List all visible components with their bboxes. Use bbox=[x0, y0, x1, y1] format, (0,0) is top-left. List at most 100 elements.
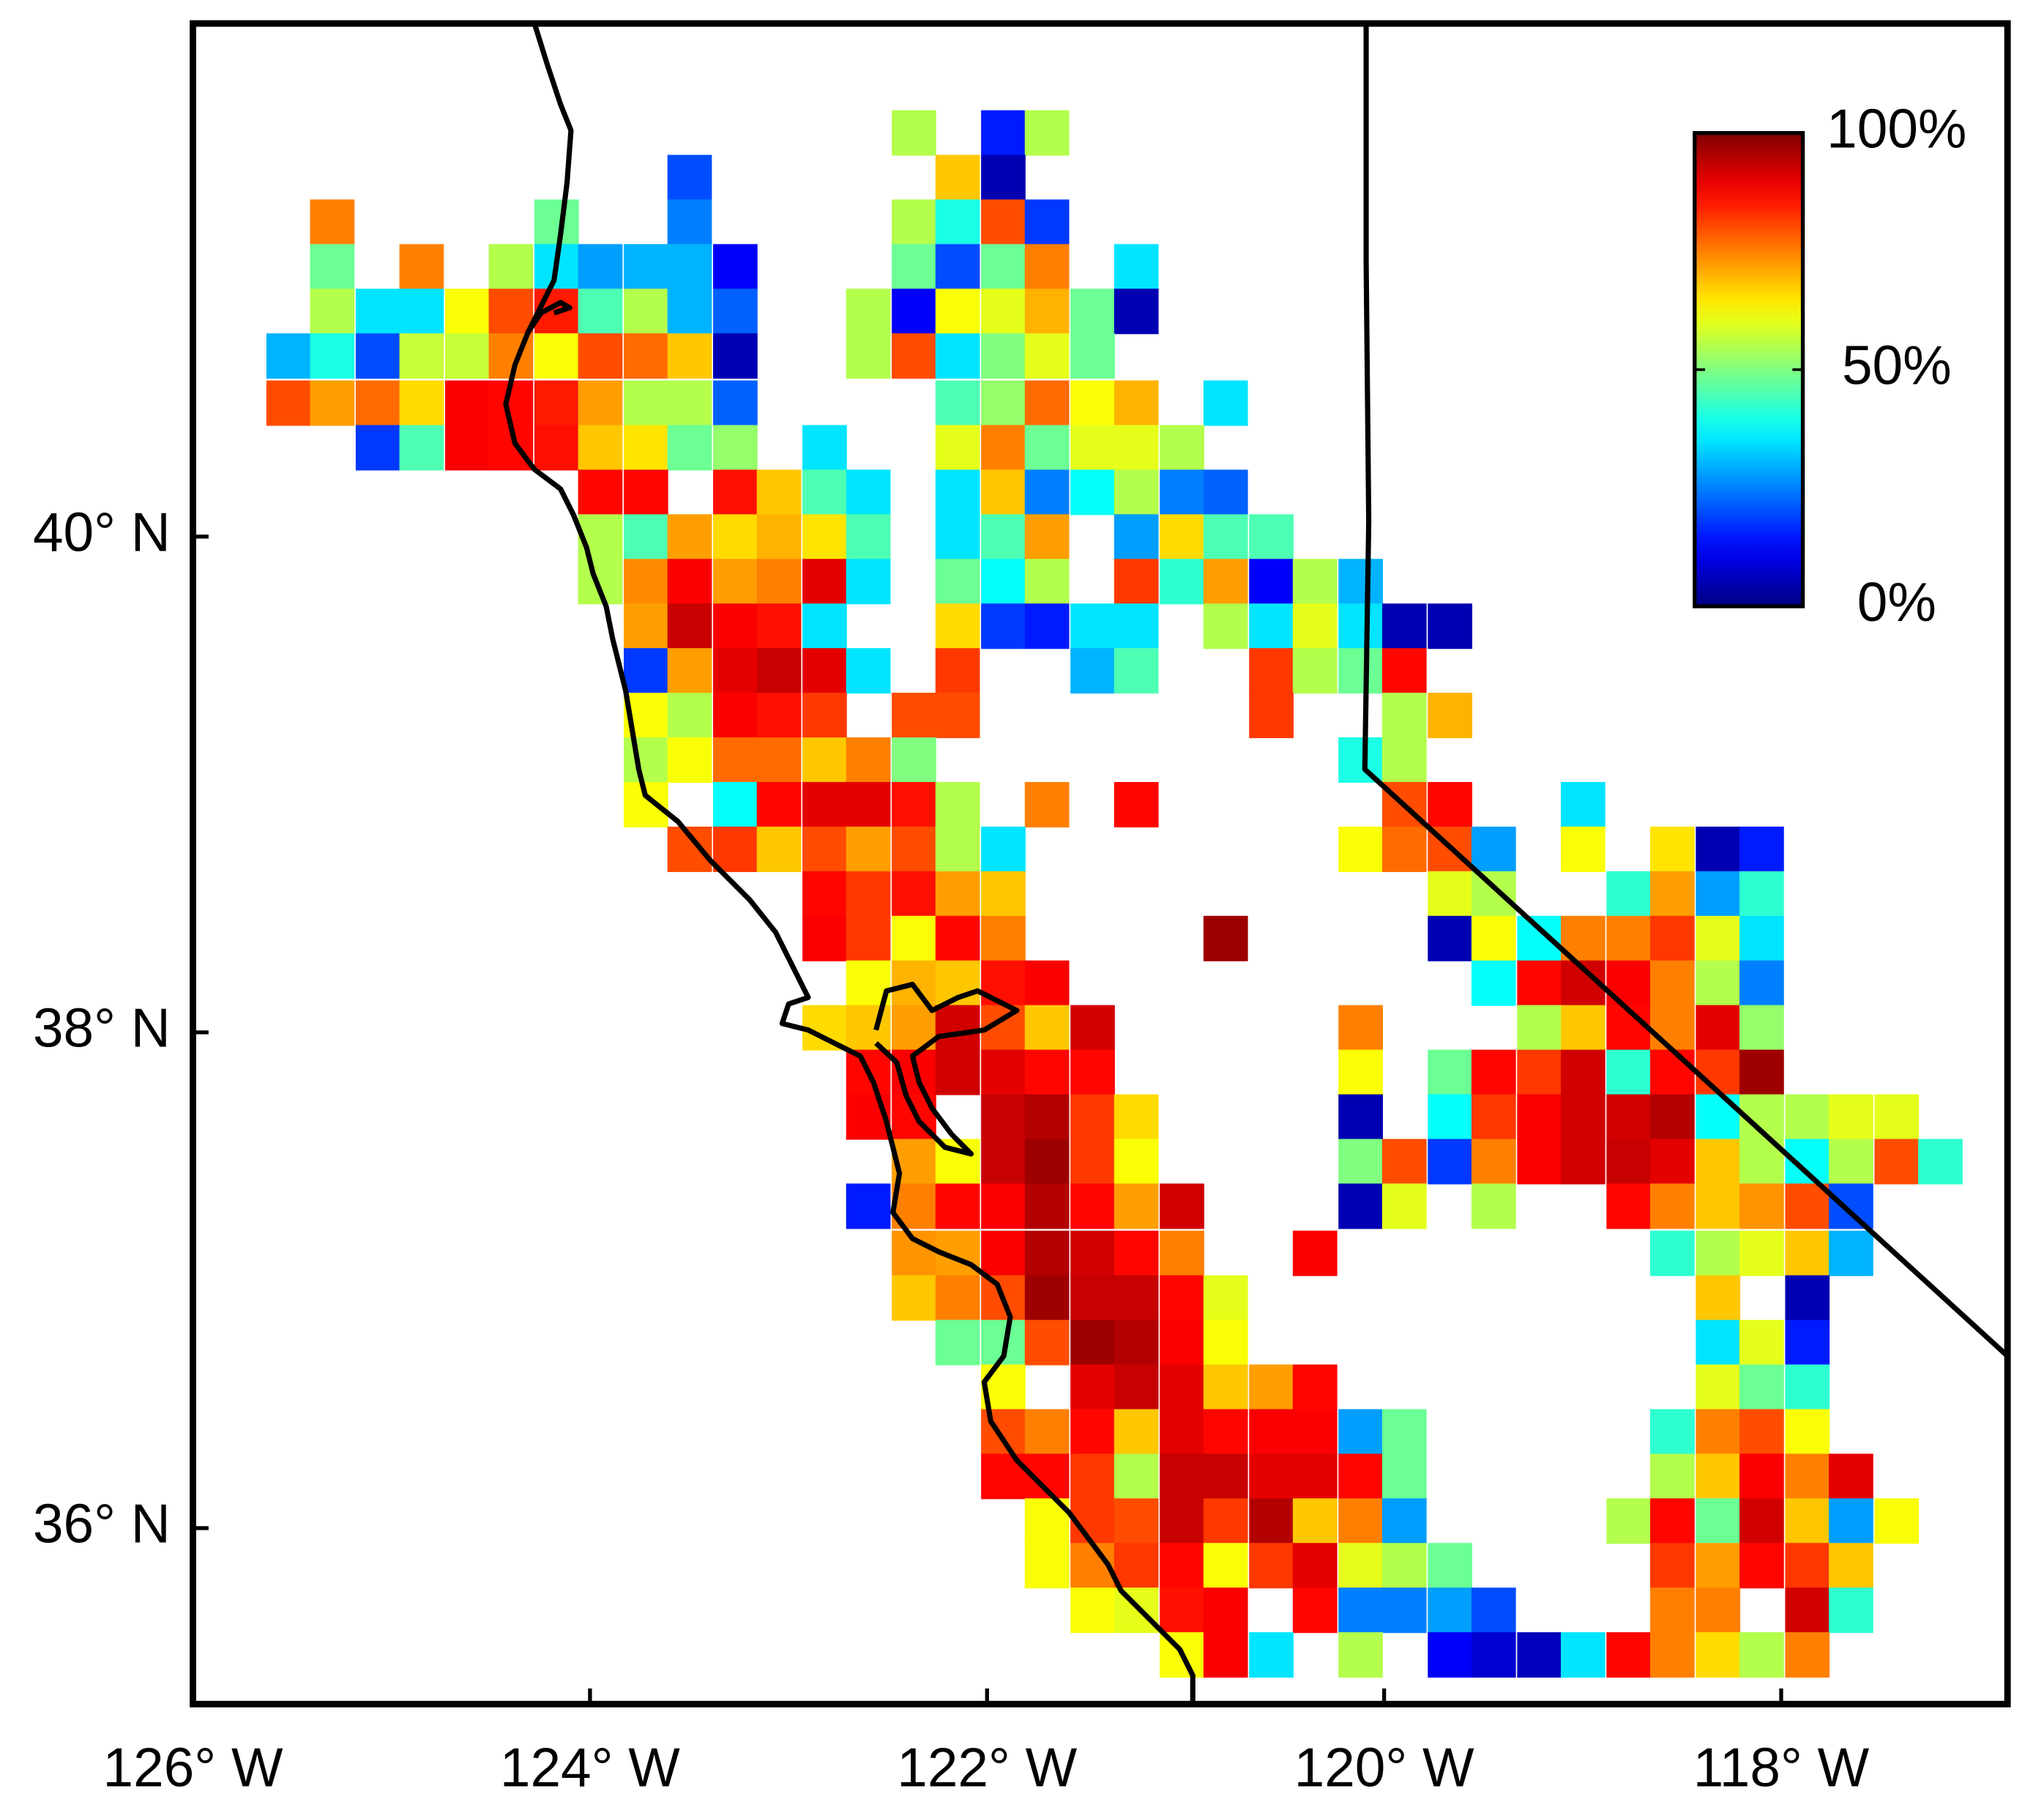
cell bbox=[935, 1319, 980, 1366]
cell bbox=[802, 469, 847, 515]
cell bbox=[1292, 1230, 1338, 1276]
cell bbox=[846, 1005, 891, 1051]
cell bbox=[1338, 648, 1383, 694]
cell bbox=[1249, 514, 1294, 560]
cell bbox=[1606, 1094, 1652, 1140]
cell bbox=[578, 333, 623, 379]
cell bbox=[802, 915, 847, 961]
cell bbox=[713, 425, 758, 471]
cell bbox=[623, 559, 668, 605]
cell bbox=[623, 469, 668, 515]
cell bbox=[1560, 1005, 1605, 1051]
cell bbox=[981, 1139, 1026, 1185]
cell bbox=[981, 603, 1026, 649]
cell bbox=[1650, 1183, 1695, 1229]
cell bbox=[1650, 1094, 1695, 1140]
cell bbox=[1874, 1498, 1920, 1544]
cell bbox=[1292, 648, 1338, 694]
colorbar-tick-label: 50% bbox=[1842, 335, 1952, 396]
cell bbox=[1070, 1094, 1115, 1140]
cell bbox=[1160, 1183, 1204, 1229]
cell bbox=[1829, 1587, 1873, 1634]
cell bbox=[892, 333, 936, 379]
cell bbox=[1381, 603, 1427, 649]
cell bbox=[1160, 559, 1204, 605]
cell bbox=[488, 288, 534, 335]
cell bbox=[1739, 1319, 1784, 1366]
colorbar-tick-label: 0% bbox=[1857, 571, 1936, 633]
cell bbox=[1070, 1005, 1115, 1051]
cell bbox=[802, 781, 847, 827]
cell bbox=[623, 244, 668, 290]
cell bbox=[802, 826, 847, 872]
cell bbox=[846, 737, 891, 783]
cell bbox=[935, 469, 980, 515]
cell bbox=[713, 781, 758, 827]
cell bbox=[1160, 1543, 1204, 1589]
cell bbox=[1785, 1632, 1830, 1678]
cell bbox=[623, 514, 668, 560]
cell bbox=[1428, 1632, 1473, 1678]
cell bbox=[1650, 1005, 1695, 1051]
cell bbox=[1024, 469, 1070, 515]
y-tick-label: 40° N bbox=[33, 502, 171, 563]
cell bbox=[713, 826, 758, 872]
cell bbox=[578, 244, 623, 290]
cell bbox=[713, 469, 758, 515]
cell bbox=[310, 380, 355, 426]
cell bbox=[1471, 871, 1516, 917]
cell bbox=[1114, 559, 1159, 605]
cell bbox=[846, 469, 891, 515]
cell bbox=[667, 693, 712, 739]
cell bbox=[1249, 603, 1294, 649]
cell bbox=[667, 603, 712, 649]
cell bbox=[935, 514, 980, 560]
cell bbox=[1829, 1498, 1873, 1544]
cell bbox=[1517, 1139, 1562, 1185]
cell bbox=[310, 244, 355, 290]
cell bbox=[1024, 781, 1070, 827]
cell bbox=[1381, 1409, 1427, 1455]
cell bbox=[846, 514, 891, 560]
cell bbox=[1024, 559, 1070, 605]
cell bbox=[578, 425, 623, 471]
cell bbox=[981, 155, 1026, 201]
cell bbox=[1650, 960, 1695, 1006]
cell bbox=[1739, 915, 1784, 961]
cell bbox=[1338, 737, 1383, 783]
cell bbox=[1203, 1543, 1248, 1589]
cell bbox=[756, 826, 802, 872]
cell bbox=[1739, 1632, 1784, 1678]
cell bbox=[1785, 1453, 1830, 1500]
cell bbox=[1381, 1183, 1427, 1229]
cell bbox=[981, 826, 1026, 872]
cell bbox=[1381, 826, 1427, 872]
cell bbox=[1381, 693, 1427, 739]
cell bbox=[1696, 1005, 1741, 1051]
cell bbox=[1696, 1632, 1741, 1678]
cell bbox=[1114, 1543, 1159, 1589]
cell bbox=[846, 826, 891, 872]
cell bbox=[1024, 244, 1070, 290]
cell bbox=[667, 737, 712, 783]
cell bbox=[935, 380, 980, 426]
cell bbox=[1070, 1230, 1115, 1276]
cell bbox=[935, 425, 980, 471]
cell bbox=[266, 380, 311, 426]
cell bbox=[802, 693, 847, 739]
cell bbox=[1024, 380, 1070, 426]
cell bbox=[1249, 648, 1294, 694]
cell bbox=[1114, 244, 1159, 290]
x-tick-label: 120° W bbox=[1294, 1737, 1474, 1798]
cell bbox=[1024, 1230, 1070, 1276]
cell bbox=[444, 380, 490, 426]
cell bbox=[1338, 1543, 1383, 1589]
cell bbox=[892, 244, 936, 290]
cell bbox=[578, 288, 623, 335]
cell bbox=[1785, 1183, 1830, 1229]
cell bbox=[1739, 1498, 1784, 1544]
cell bbox=[981, 380, 1026, 426]
cell bbox=[1203, 915, 1248, 961]
cell bbox=[623, 603, 668, 649]
